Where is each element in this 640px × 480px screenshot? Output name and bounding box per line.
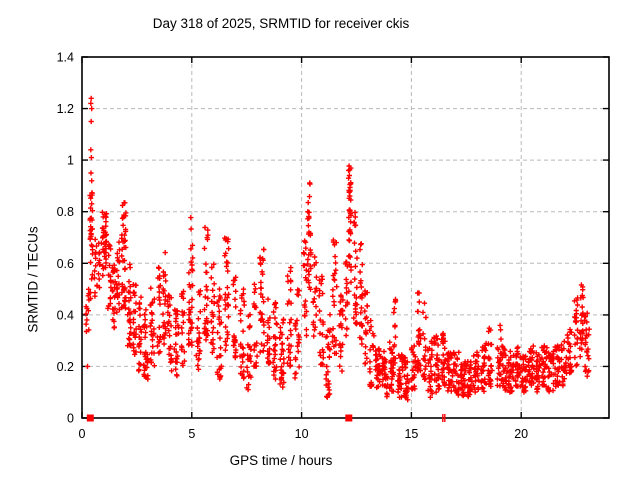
y-tick-label: 0.4 bbox=[57, 308, 74, 322]
plot-border bbox=[81, 56, 610, 419]
x-tick-label: 0 bbox=[79, 427, 86, 441]
y-tick-label: 0 bbox=[67, 412, 74, 426]
y-tick-label: 1.4 bbox=[57, 51, 74, 65]
y-tick-label: 0.8 bbox=[57, 205, 74, 219]
y-tick-label: 1 bbox=[67, 154, 74, 168]
chart-title: Day 318 of 2025, SRMTID for receiver cki… bbox=[152, 16, 410, 31]
square-marker bbox=[345, 414, 353, 422]
x-axis-label: GPS time / hours bbox=[229, 453, 333, 468]
x-tick-label: 10 bbox=[295, 427, 309, 441]
y-tick-label: 0.2 bbox=[57, 360, 74, 374]
x-tick-label: 5 bbox=[188, 427, 195, 441]
x-tick-label: 20 bbox=[514, 427, 528, 441]
y-tick-label: 0.6 bbox=[57, 257, 74, 271]
gridlines bbox=[82, 57, 609, 418]
square-marker bbox=[86, 414, 94, 422]
scatter-points bbox=[83, 95, 592, 403]
zero-tick-marks bbox=[442, 414, 446, 422]
y-tick-label: 1.2 bbox=[57, 102, 74, 116]
x-tick-label: 15 bbox=[404, 427, 418, 441]
axis-ticks bbox=[81, 56, 609, 419]
